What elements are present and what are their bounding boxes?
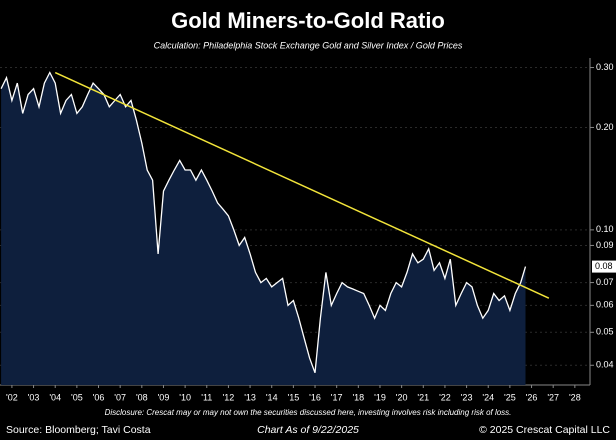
x-tick-label: '04	[49, 392, 61, 402]
x-tick-label: '21	[417, 392, 429, 402]
x-tick-label: '23	[461, 392, 473, 402]
y-tick-label: 0.04	[596, 360, 614, 370]
x-tick-label: '12	[223, 392, 235, 402]
x-tick-label: '19	[374, 392, 386, 402]
y-tick-label: 0.09	[596, 240, 614, 250]
x-tick-label: '17	[331, 392, 343, 402]
x-tick-label: '27	[547, 392, 559, 402]
y-tick-label: 0.10	[596, 224, 614, 234]
x-tick-label: '07	[114, 392, 126, 402]
current-value-box	[592, 260, 616, 273]
x-tick-label: '10	[179, 392, 191, 402]
x-tick-label: '14	[266, 392, 278, 402]
x-tick-label: '26	[526, 392, 538, 402]
x-tick-label: '08	[136, 392, 148, 402]
x-tick-label: '09	[158, 392, 170, 402]
copyright: © 2025 Crescat Capital LLC	[479, 424, 610, 436]
area	[1, 72, 526, 385]
date-note: Chart As of 9/22/2025	[257, 424, 359, 436]
x-tick-label: '02	[6, 392, 18, 402]
x-tick-label: '20	[396, 392, 408, 402]
x-tick-label: '06	[93, 392, 105, 402]
x-tick-label: '24	[482, 392, 494, 402]
current-value-label: 0.08	[595, 261, 613, 271]
source: Source: Bloomberg; Tavi Costa	[6, 424, 151, 436]
x-tick-label: '28	[569, 392, 581, 402]
y-tick-label: 0.05	[596, 327, 614, 337]
x-tick-label: '03	[28, 392, 40, 402]
x-tick-label: '16	[309, 392, 321, 402]
y-tick-label: 0.20	[596, 122, 614, 132]
x-tick-label: '25	[504, 392, 516, 402]
y-tick-label: 0.30	[596, 62, 614, 72]
x-tick-label: '05	[71, 392, 83, 402]
x-tick-label: '11	[201, 392, 212, 402]
x-tick-label: '18	[352, 392, 364, 402]
y-tick-label: 0.07	[596, 277, 614, 287]
line	[0, 71, 527, 374]
chart-title: Gold Miners-to-Gold Ratio	[171, 8, 445, 33]
x-tick-label: '13	[244, 392, 256, 402]
y-tick-label: 0.06	[596, 300, 614, 310]
chart-subtitle: Calculation: Philadelphia Stock Exchange…	[154, 40, 463, 50]
disclosure: Disclosure: Crescat may or may not own t…	[105, 408, 512, 417]
x-tick-label: '15	[288, 392, 300, 402]
trendline	[54, 71, 550, 299]
x-tick-label: '22	[439, 392, 451, 402]
